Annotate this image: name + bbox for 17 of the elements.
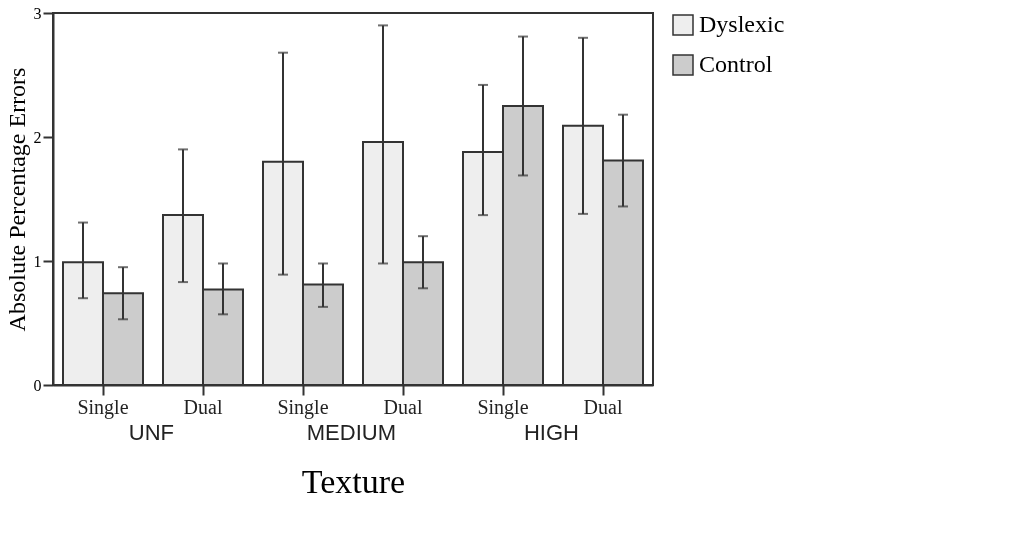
text: HIGH (523, 420, 579, 445)
x-tick-label: Dual (583, 395, 623, 418)
text: MEDIUM (306, 420, 396, 445)
x-tick-label: Single (277, 395, 329, 419)
legend-label: Control (699, 51, 773, 77)
legend-label: Dyslexic (699, 11, 785, 37)
x-tick-label: Single (77, 395, 129, 419)
x-axis-title: Texture (301, 462, 406, 500)
x-tick-label: Dual (383, 395, 423, 418)
y-tick-label: 0 (33, 376, 42, 394)
x-tick-label: Dual (183, 395, 223, 418)
y-tick-label: 1 (33, 252, 42, 270)
x-tick-label: Single (477, 395, 529, 419)
y-tick-label: 2 (33, 128, 42, 146)
text: UNF (128, 420, 174, 445)
y-axis-title: Absolute Percentage Errors (3, 67, 30, 332)
y-tick-label: 3 (33, 4, 42, 22)
